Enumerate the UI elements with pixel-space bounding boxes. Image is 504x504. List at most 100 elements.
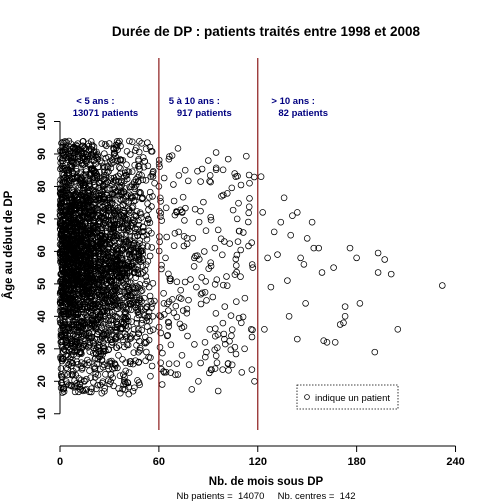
scatter-point	[104, 329, 111, 337]
scatter-point	[131, 269, 138, 277]
scatter-point	[122, 367, 129, 375]
scatter-point	[72, 304, 80, 311]
scatter-point	[78, 318, 85, 325]
scatter-point	[103, 255, 110, 262]
scatter-point	[104, 362, 111, 369]
scatter-point	[78, 149, 85, 156]
scatter-point	[81, 377, 88, 385]
scatter-point	[88, 143, 96, 150]
scatter-point	[79, 138, 87, 145]
scatter-point	[93, 175, 101, 182]
scatter-point	[163, 332, 171, 340]
scatter-point	[110, 146, 118, 153]
scatter-point	[157, 194, 164, 202]
scatter-point	[65, 268, 72, 275]
scatter-point	[245, 218, 252, 226]
scatter-point	[114, 256, 121, 263]
scatter-point	[103, 309, 111, 316]
scatter-point	[107, 378, 114, 385]
scatter-point	[188, 386, 196, 393]
scatter-point	[101, 150, 108, 157]
scatter-point	[110, 178, 117, 185]
x-axis-label: Nb. de mois sous DP	[209, 476, 324, 488]
scatter-point	[146, 194, 153, 201]
scatter-point	[211, 365, 219, 372]
scatter-point	[175, 172, 183, 179]
scatter-point	[86, 307, 93, 315]
scatter-point	[79, 196, 87, 203]
scatter-point	[243, 152, 250, 160]
scatter-point	[74, 238, 81, 245]
scatter-point	[182, 204, 189, 212]
scatter-point	[70, 351, 77, 358]
scatter-point	[98, 324, 105, 332]
scatter-point	[123, 332, 131, 339]
scatter-point	[88, 388, 95, 396]
scatter-point	[91, 374, 99, 381]
scatter-point	[65, 167, 73, 174]
scatter-point	[71, 193, 79, 200]
scatter-point	[177, 286, 184, 294]
scatter-point	[234, 238, 242, 245]
scatter-point	[142, 145, 150, 153]
scatter-point	[165, 307, 172, 314]
scatter-point	[60, 308, 67, 316]
scatter-point	[77, 225, 84, 233]
scatter-point	[130, 326, 138, 333]
scatter-point	[331, 339, 339, 346]
scatter-point	[113, 313, 121, 321]
scatter-point	[99, 334, 106, 342]
scatter-point	[228, 326, 236, 333]
scatter-point	[75, 262, 82, 269]
scatter-point	[59, 381, 66, 389]
scatter-point	[97, 240, 104, 247]
scatter-point	[228, 361, 236, 369]
scatter-point	[70, 331, 77, 338]
scatter-point	[92, 152, 99, 159]
scatter-point	[164, 300, 171, 308]
scatter-point	[70, 170, 78, 178]
scatter-point	[82, 311, 89, 319]
scatter-point	[90, 297, 97, 305]
scatter-point	[109, 223, 117, 231]
scatter-point	[114, 364, 121, 372]
scatter-point	[202, 353, 209, 361]
scatter-point	[108, 265, 115, 272]
scatter-point	[140, 154, 147, 161]
scatter-point	[100, 343, 107, 350]
scatter-point	[142, 177, 150, 184]
scatter-point	[178, 352, 186, 359]
scatter-point	[112, 260, 120, 268]
scatter-point	[110, 232, 117, 240]
scatter-point	[101, 335, 108, 343]
x-tick-label: 120	[249, 456, 267, 468]
scatter-point	[219, 366, 226, 373]
scatter-point	[123, 161, 130, 168]
scatter-point	[146, 292, 154, 300]
scatter-point	[61, 231, 68, 238]
scatter-point	[101, 388, 108, 395]
scatter-point	[149, 280, 157, 287]
scatter-point	[212, 164, 220, 172]
scatter-point	[60, 239, 68, 246]
scatter-point	[128, 291, 136, 298]
legend-frame	[296, 384, 399, 410]
scatter-point	[212, 352, 220, 360]
scatter-point	[248, 333, 256, 341]
scatter-point	[86, 339, 93, 346]
scatter-point	[77, 243, 85, 251]
scatter-point	[88, 293, 96, 300]
scatter-point	[160, 174, 168, 182]
scatter-point	[61, 165, 69, 172]
scatter-point	[195, 378, 202, 385]
scatter-point	[261, 326, 268, 333]
annotations-layer: < 5 ans :13071 patients 5 à 10 ans :917 p…	[73, 96, 328, 119]
scatter-point	[112, 249, 119, 257]
scatter-point	[129, 203, 137, 210]
scatter-point	[81, 265, 89, 272]
scatter-point	[74, 215, 82, 222]
scatter-point	[113, 287, 120, 294]
scatter-point	[70, 220, 77, 227]
scatter-point	[135, 326, 142, 333]
scatter-point	[248, 366, 256, 373]
